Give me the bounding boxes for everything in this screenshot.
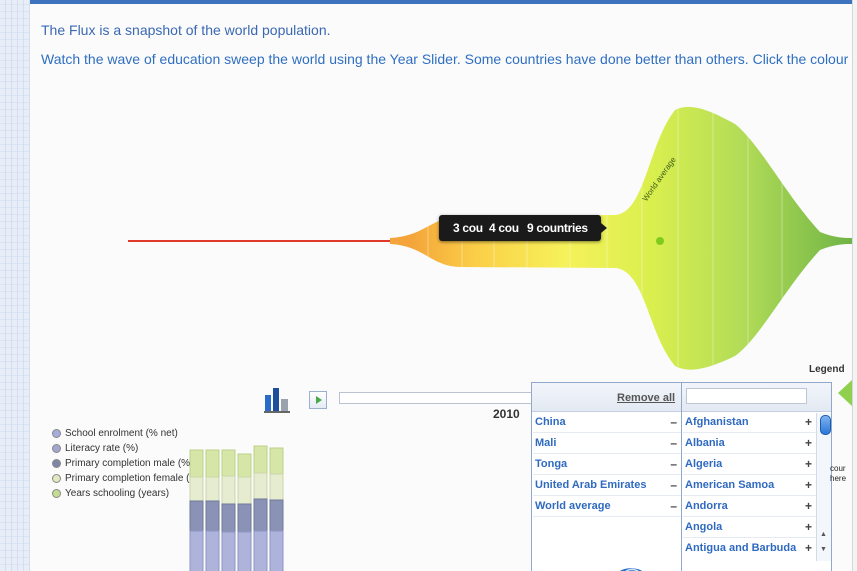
country-name: Andorra [685,499,728,512]
remove-country-button[interactable]: – [670,414,677,429]
intro-line-2: Watch the wave of education sweep the wo… [41,51,849,67]
remove-country-button[interactable]: – [670,456,677,471]
bar-chart-icon[interactable] [262,383,294,415]
column-divider [681,383,682,571]
world-average-dot[interactable] [656,237,664,245]
country-tooltip: 3 cou 4 cou 9 countries [439,215,607,241]
stack-column [253,445,268,571]
selected-country-row[interactable]: World average – [533,495,681,516]
intro-line-1: The Flux is a snapshot of the world popu… [41,22,331,38]
legend-label: Legend [809,364,845,375]
country-list-row[interactable]: Angola + [683,516,816,537]
indicator-label: Primary completion male (%) [65,458,194,469]
right-text-fragment: cour [830,464,846,473]
year-slider[interactable] [339,392,532,404]
country-selector-panel: Remove all China – Mali – Tonga – United… [531,382,832,571]
country-name: Antigua and Barbuda [685,541,797,554]
selected-country-name: Tonga [535,457,568,470]
country-list-scrollbar[interactable]: ▲ ▼ [816,413,831,561]
country-list-row[interactable]: American Samoa + [683,474,816,495]
indicator-label: Years schooling (years) [65,488,170,499]
legend-arrow-icon[interactable] [836,380,852,406]
tooltip-item-2: 4 cou [489,221,519,235]
selected-country-row[interactable]: Tonga – [533,453,681,474]
selected-country-name: Mali [535,436,557,449]
country-bar-stack [189,445,284,571]
country-name: Algeria [685,457,723,470]
stack-column [205,449,220,571]
selected-country-name: China [535,415,566,428]
indicator-dot-icon [52,429,61,438]
country-search-input[interactable] [686,388,807,404]
remove-country-button[interactable]: – [670,498,677,513]
tooltip-item-3: 9 countries [527,221,588,235]
scroll-up-arrow-icon[interactable]: ▲ [820,531,827,538]
indicator-label: Literacy rate (%) [65,443,139,454]
year-label: 2010 [493,407,520,421]
flux-main-panel: The Flux is a snapshot of the world popu… [30,0,852,571]
play-button[interactable] [309,391,327,409]
selected-country-row[interactable]: United Arab Emirates – [533,474,681,495]
selected-country-row[interactable]: China – [533,411,681,432]
selected-country-name: United Arab Emirates [535,478,647,491]
indicator-item[interactable]: School enrolment (% net) [52,426,202,441]
country-list-row[interactable]: Andorra + [683,495,816,516]
indicator-label: Primary completion female (%) [65,473,202,484]
country-name: Afghanistan [685,415,749,428]
indicator-item[interactable]: Primary completion male (%) [52,456,202,471]
remove-country-button[interactable]: – [670,435,677,450]
indicator-dot-icon [52,444,61,453]
country-name: Albania [685,436,725,449]
country-name: American Samoa [685,478,775,491]
add-country-button[interactable]: + [804,498,812,513]
left-decorative-strip [0,0,30,571]
tooltip-item-1: 3 cou [453,221,483,235]
indicator-dot-icon [52,474,61,483]
add-country-button[interactable]: + [804,456,812,471]
indicator-item[interactable]: Primary completion female (%) [52,471,202,486]
right-text-fragment: here [830,474,847,483]
country-list-row[interactable]: Afghanistan + [683,411,816,432]
remove-country-button[interactable]: – [670,477,677,492]
stack-column [269,447,284,571]
indicator-dot-icon [52,459,61,468]
globe-icon[interactable] [614,564,648,571]
add-country-button[interactable]: + [804,540,812,555]
scroll-down-arrow-icon[interactable]: ▼ [820,546,827,553]
stack-column [189,449,204,571]
indicator-item[interactable]: Years schooling (years) [52,486,202,501]
add-country-button[interactable]: + [804,414,812,429]
selected-country-row[interactable]: Mali – [533,432,681,453]
country-list-row[interactable]: Antigua and Barbuda + [683,537,816,558]
indicator-dot-icon [52,489,61,498]
indicator-list: School enrolment (% net) Literacy rate (… [52,426,202,501]
add-country-button[interactable]: + [804,477,812,492]
scroll-thumb[interactable] [820,415,831,435]
right-edge-strip [852,0,857,571]
remove-all-link[interactable]: Remove all [617,392,676,404]
stack-column [237,453,252,571]
country-list-row[interactable]: Albania + [683,432,816,453]
add-country-button[interactable]: + [804,519,812,534]
country-list-row[interactable]: Algeria + [683,453,816,474]
add-country-button[interactable]: + [804,435,812,450]
indicator-label: School enrolment (% net) [65,428,178,439]
country-name: Angola [685,520,723,533]
selected-country-name: World average [535,499,611,512]
indicator-item[interactable]: Literacy rate (%) [52,441,202,456]
stack-column [221,449,236,571]
